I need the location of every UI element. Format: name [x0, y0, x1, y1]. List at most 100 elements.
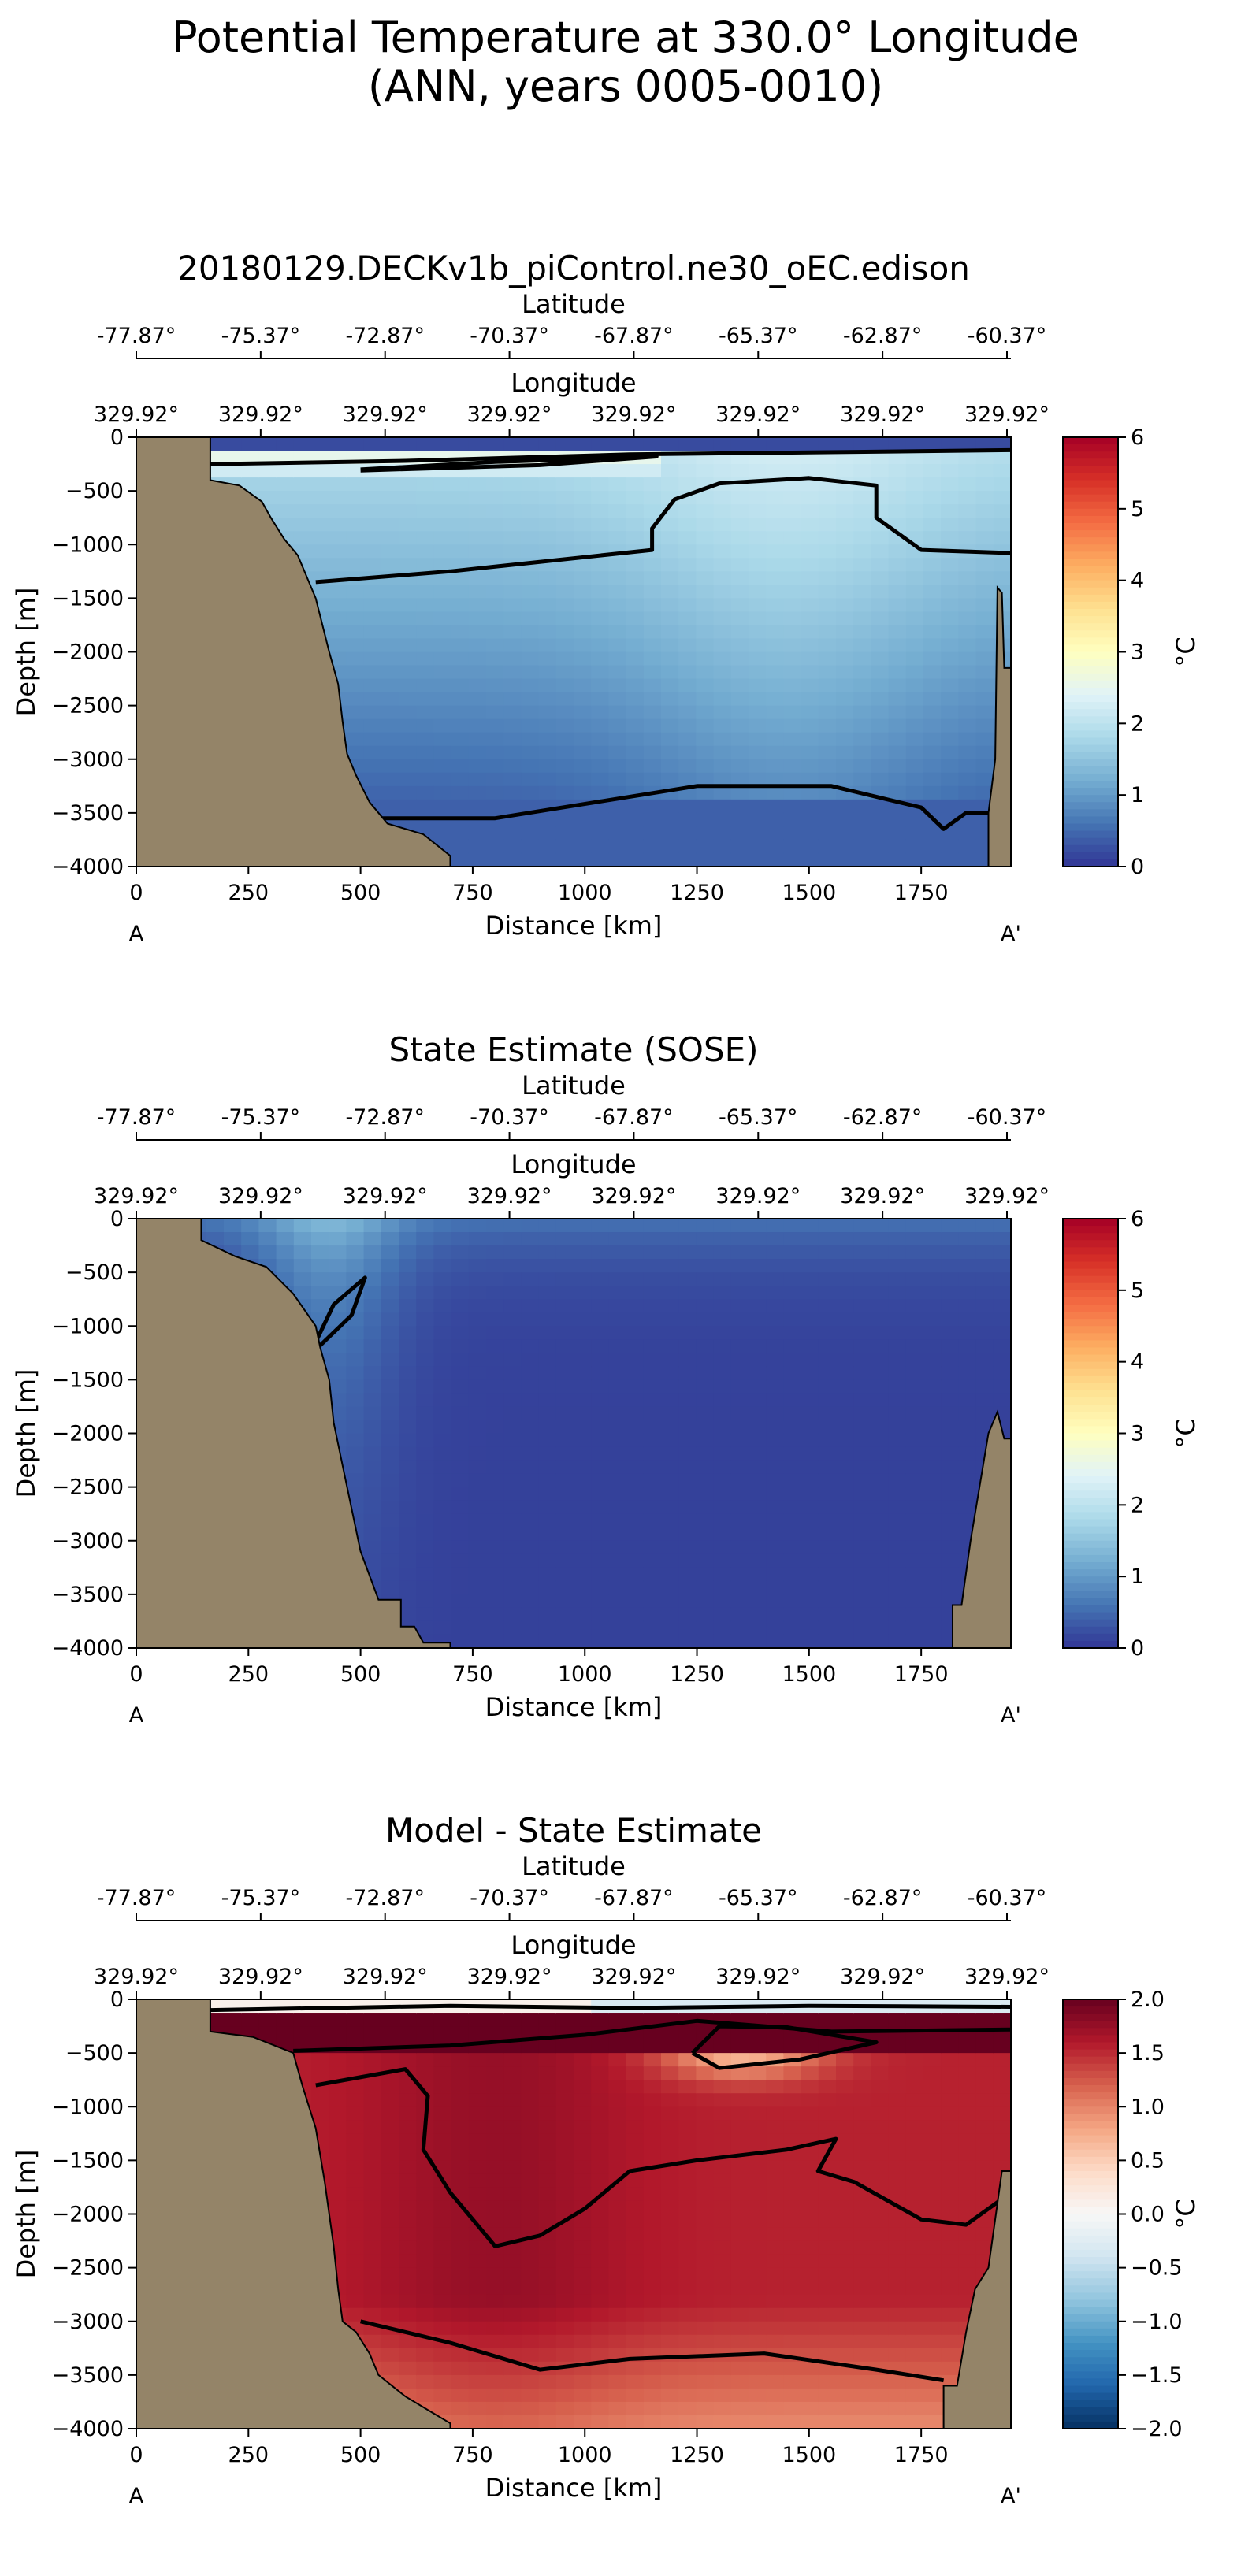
heatmap-cell: [538, 1446, 557, 1461]
heatmap-cell: [346, 2080, 365, 2095]
heatmap-cell: [555, 678, 574, 693]
heatmap-cell: [468, 2173, 487, 2188]
heatmap-cell: [696, 1353, 715, 1368]
heatmap-cell: [923, 1634, 942, 1649]
heatmap-cell: [678, 585, 697, 599]
heatmap-cell: [801, 759, 819, 774]
heatmap-cell: [975, 1259, 994, 1273]
contour-line: [360, 455, 659, 473]
latitude-tick-label: -75.37°: [221, 1105, 301, 1130]
heatmap-cell: [293, 477, 312, 492]
heatmap-cell: [730, 558, 749, 573]
heatmap-cell: [905, 2053, 924, 2067]
heatmap-cell: [451, 2388, 470, 2403]
heatmap-cell: [871, 651, 890, 666]
heatmap-cell: [608, 1379, 627, 1394]
heatmap-cell: [871, 1513, 890, 1528]
heatmap-cell: [538, 1487, 557, 1501]
heatmap-cell: [433, 785, 452, 800]
heatmap-cell: [783, 544, 802, 559]
heatmap-cell: [696, 598, 715, 613]
heatmap-cell: [555, 1393, 574, 1408]
heatmap-cell: [591, 2200, 610, 2215]
heatmap-cell: [399, 2307, 417, 2322]
colorbar-cell: [1063, 809, 1118, 818]
heatmap-cell: [538, 1580, 557, 1595]
heatmap-cell: [905, 1420, 924, 1435]
heatmap-cell: [608, 464, 627, 478]
heatmap-cell: [591, 785, 610, 800]
colorbar-cell: [1063, 573, 1118, 581]
heatmap-cell: [923, 1540, 942, 1555]
endpoint-label-end: A': [1001, 1703, 1021, 1728]
heatmap-cell: [574, 2415, 592, 2429]
heatmap-cell: [555, 1219, 574, 1233]
heatmap-cell: [555, 772, 574, 787]
heatmap-cell: [661, 2133, 679, 2148]
heatmap-cell: [451, 1540, 470, 1555]
colorbar-cell: [1063, 594, 1118, 603]
colorbar-cell: [1063, 723, 1118, 732]
heatmap-cell: [853, 1634, 872, 1649]
heatmap-cell: [749, 772, 767, 787]
heatmap-cell: [399, 1259, 417, 1273]
heatmap-cell: [888, 1473, 907, 1488]
heatmap-cell: [451, 1272, 470, 1286]
heatmap-cell: [871, 2281, 890, 2296]
heatmap-cell: [626, 732, 645, 747]
heatmap-cell: [381, 1527, 399, 1542]
heatmap-cell: [591, 1299, 610, 1314]
heatmap-cell: [801, 491, 819, 505]
heatmap-cell: [730, 2321, 749, 2336]
heatmap-cell: [626, 1620, 645, 1635]
heatmap-cell: [730, 2415, 749, 2429]
heatmap-cell: [975, 558, 994, 573]
heatmap-cell: [381, 1446, 399, 1461]
colorbar-cell: [1063, 1433, 1118, 1442]
heatmap-cell: [661, 1433, 679, 1448]
heatmap-cell: [713, 1259, 732, 1273]
heatmap-cell: [888, 718, 907, 733]
heatmap-cell: [818, 1487, 837, 1501]
heatmap-cell: [853, 1286, 872, 1300]
heatmap-cell: [468, 1567, 487, 1582]
heatmap-cell: [433, 1286, 452, 1300]
heatmap-cell: [626, 812, 645, 827]
heatmap-cell: [853, 772, 872, 787]
heatmap-cell: [416, 1420, 435, 1435]
heatmap-cell: [503, 1594, 522, 1609]
heatmap-cell: [538, 2374, 557, 2389]
heatmap-cell: [574, 2307, 592, 2322]
heatmap-cell: [503, 1433, 522, 1448]
heatmap-cell: [538, 732, 557, 747]
heatmap-cell: [346, 2013, 365, 2027]
heatmap-cell: [608, 1620, 627, 1635]
heatmap-cell: [555, 1326, 574, 1341]
heatmap-cell: [555, 1527, 574, 1542]
heatmap-cell: [713, 732, 732, 747]
heatmap-cell: [293, 464, 312, 478]
heatmap-cell: [678, 772, 697, 787]
heatmap-cell: [521, 1594, 540, 1609]
heatmap-cell: [818, 759, 837, 774]
heatmap-cell: [801, 544, 819, 559]
heatmap-cell: [730, 2093, 749, 2108]
heatmap-cell: [538, 2267, 557, 2282]
heatmap-cell: [905, 477, 924, 492]
heatmap-cell: [608, 1460, 627, 1475]
colorbar-cell: [1063, 1419, 1118, 1427]
heatmap-cell: [749, 1634, 767, 1649]
heatmap-cell: [329, 1219, 347, 1233]
heatmap-cell: [608, 772, 627, 787]
heatmap-cell: [661, 772, 679, 787]
heatmap-cell: [678, 1513, 697, 1528]
heatmap-cell: [853, 1379, 872, 1394]
heatmap-cell: [381, 1553, 399, 1568]
heatmap-cell: [853, 2254, 872, 2269]
heatmap-cell: [399, 2240, 417, 2255]
heatmap-cell: [626, 2401, 645, 2416]
heatmap-cell: [643, 437, 662, 451]
heatmap-cell: [783, 1594, 802, 1609]
heatmap-cell: [433, 1446, 452, 1461]
heatmap-cell: [749, 2388, 767, 2403]
